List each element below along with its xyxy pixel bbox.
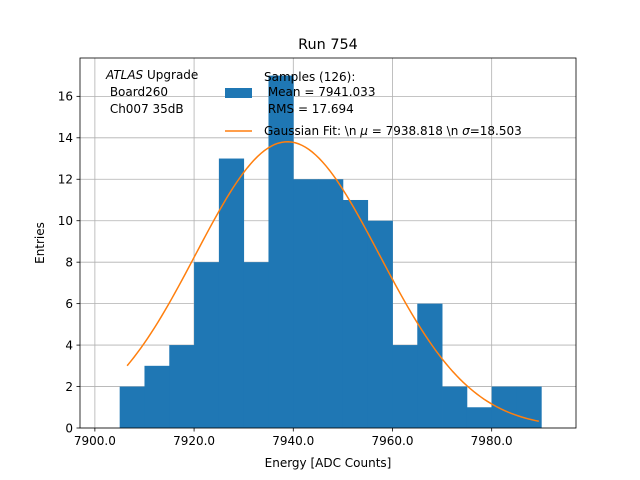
histogram-bar — [342, 199, 369, 428]
annotation-upgrade: Upgrade — [143, 68, 198, 82]
histogram-bar — [442, 386, 468, 428]
histogram-bar — [392, 345, 418, 428]
chart-title: Run 754 — [298, 37, 358, 53]
histogram-bar — [491, 386, 517, 428]
histogram-bar — [268, 75, 294, 428]
experiment-annotation: ATLAS Upgrade Board260 Ch007 35dB — [105, 68, 198, 116]
histogram-bar — [194, 262, 220, 428]
y-tick-label: 4 — [65, 338, 73, 352]
y-tick-label: 14 — [58, 131, 73, 145]
legend-samples-line-1: Samples (126): — [264, 70, 355, 84]
plot-frame — [79, 57, 577, 429]
y-axis-ticks: 0 2 4 6 8 10 12 14 16 — [58, 90, 80, 435]
histogram-bars — [119, 75, 542, 428]
y-axis-label: Entries — [33, 222, 47, 264]
legend-fit-middle: = 7938.818 \n — [368, 124, 462, 138]
histogram-bar — [293, 179, 319, 428]
y-tick-label: 2 — [65, 380, 73, 394]
legend-samples-line-2: Mean = 7941.033 — [264, 85, 375, 99]
histogram-bar — [417, 303, 443, 428]
y-tick-label: 6 — [65, 297, 73, 311]
annotation-board: Board260 — [106, 85, 168, 99]
histogram-bar — [144, 365, 170, 428]
histogram-bar — [218, 158, 245, 428]
histogram-bar — [367, 220, 393, 428]
histogram-bar — [318, 179, 344, 428]
legend-samples-patch — [225, 88, 252, 98]
x-axis-label: Energy [ADC Counts] — [265, 456, 392, 470]
y-tick-label: 8 — [65, 255, 73, 269]
legend-fit-mu: μ — [359, 124, 368, 138]
y-tick-label: 12 — [58, 173, 73, 187]
legend-fit-prefix: Gaussian Fit: \n — [264, 124, 360, 138]
legend-fit-sigma: σ — [462, 124, 470, 138]
x-tick-label: 7900.0 — [74, 434, 116, 448]
histogram-bar — [466, 407, 493, 428]
legend-samples-line-3: RMS = 17.694 — [264, 102, 354, 116]
histogram-bar — [243, 262, 269, 428]
y-tick-label: 0 — [65, 421, 73, 435]
x-tick-label: 7940.0 — [272, 434, 314, 448]
annotation-atlas: ATLAS — [105, 68, 144, 82]
histogram-bar — [119, 386, 145, 428]
x-tick-label: 7960.0 — [371, 434, 413, 448]
x-tick-label: 7920.0 — [173, 434, 215, 448]
legend: Samples (126): Mean = 7941.033 RMS = 17.… — [225, 70, 522, 138]
x-axis-ticks: 7900.0 7920.0 7940.0 7960.0 7980.0 — [74, 428, 513, 448]
y-tick-label: 10 — [58, 214, 73, 228]
annotation-line-1: ATLAS Upgrade — [105, 68, 198, 82]
legend-fit-label: Gaussian Fit: \n μ = 7938.818 \n σ=18.50… — [264, 124, 522, 138]
legend-fit-suffix: =18.503 — [470, 124, 522, 138]
x-tick-label: 7980.0 — [471, 434, 513, 448]
gaussian-fit-curve — [126, 141, 539, 423]
y-tick-label: 16 — [58, 90, 73, 104]
histogram-bar — [169, 345, 195, 428]
annotation-channel: Ch007 35dB — [106, 102, 184, 116]
